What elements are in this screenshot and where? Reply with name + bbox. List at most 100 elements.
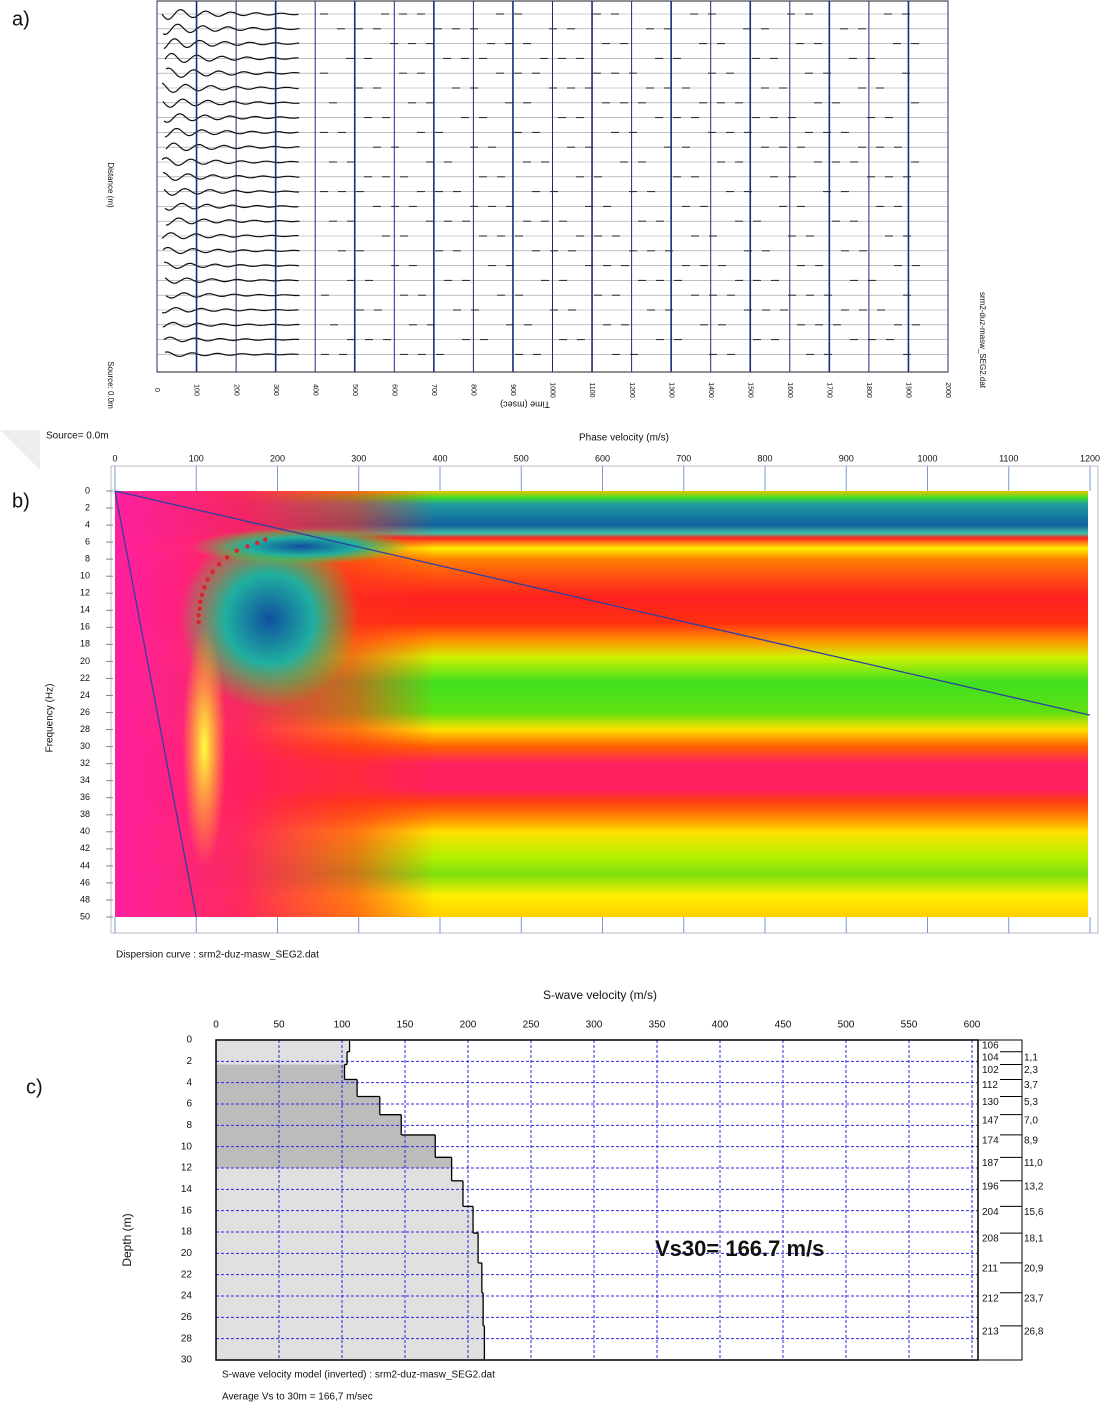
y-tick-label: 46 [80, 877, 90, 887]
energy-ridge [182, 626, 227, 867]
x-tick-label: 800 [757, 453, 772, 463]
boundary-label: 26,8 [1024, 1327, 1044, 1338]
dispersion-point [263, 537, 268, 542]
dispersion-point [216, 562, 222, 567]
trace [163, 187, 299, 196]
y-tick-label: 2 [85, 502, 90, 512]
y-tick-label: 6 [85, 536, 90, 546]
x-tick-label: 1000 [549, 382, 556, 398]
y-tick-label: 24 [181, 1291, 193, 1302]
highlight-layer [216, 1134, 436, 1158]
highlight-layer [216, 1079, 358, 1097]
y-tick-label: 16 [80, 622, 90, 632]
x-tick-label: 50 [273, 1020, 285, 1031]
average-label: Average Vs to 30m = 166,7 m/sec [222, 1392, 373, 1403]
y-tick-label: 10 [181, 1141, 193, 1152]
y-tick-label: 0 [186, 1035, 192, 1046]
trace [164, 127, 299, 138]
x-tick-label: 700 [676, 453, 691, 463]
y-tick-label: 28 [181, 1333, 193, 1344]
y-tick-label: 40 [80, 826, 90, 836]
boundary-label: 20,9 [1024, 1264, 1044, 1275]
highlight-layer [216, 1157, 452, 1168]
source-label: Source: 0.0m [106, 361, 115, 409]
y-tick-label: 10 [80, 571, 90, 581]
boundary-label: 2,3 [1024, 1065, 1038, 1076]
dispersion-point [196, 620, 201, 625]
layer-velocity-label: 211 [982, 1264, 998, 1275]
dispersion-point [196, 613, 201, 618]
boundary-label: 1,1 [1024, 1052, 1038, 1063]
layer-velocity-label: 147 [982, 1115, 999, 1126]
x-tick-label: 200 [270, 453, 285, 463]
axis-frame [110, 465, 1099, 934]
dispersion-point [198, 599, 203, 604]
dispersion-panel: 0 100 200 300 400 500 600 700 800 900 1000 1100 1200… [0, 430, 1100, 961]
layer-velocity-label: 130 [982, 1097, 999, 1108]
trace [161, 157, 299, 167]
trace [165, 292, 300, 299]
y-tick-label: 20 [80, 656, 90, 666]
layer-velocity-label: 104 [982, 1052, 999, 1063]
x-tick-label: 1100 [588, 382, 595, 397]
x-tick-label: 1600 [786, 382, 793, 398]
trace [162, 246, 300, 255]
x-tick-label: 550 [901, 1020, 918, 1031]
x-tick-label: 100 [189, 453, 204, 463]
y-tick-label: 18 [181, 1227, 193, 1238]
y-tick-label: 12 [181, 1163, 193, 1174]
y-axis-title: Frequency (Hz) [45, 684, 56, 753]
y-tick-label: 42 [80, 843, 90, 853]
trace [163, 113, 300, 123]
dispersion-point [245, 544, 250, 549]
x-tick-label: 300 [272, 384, 279, 396]
seismogram-panel: 0 100 200 300 400 500 600 700 800 900 1000 1100 1200… [106, 0, 987, 410]
x-tick-label: 350 [649, 1020, 666, 1031]
boundary-label: 18,1 [1024, 1234, 1044, 1245]
x-tick-label: 0 [213, 1020, 219, 1031]
x-tick-label: 1400 [707, 382, 714, 398]
x-tick-label: 1100 [999, 453, 1018, 463]
dispersion-point [202, 585, 207, 590]
y-tick-label: 30 [181, 1355, 193, 1366]
profile-panel: 1061041021121301471741871962042082112122… [120, 988, 1044, 1402]
trace [165, 217, 300, 226]
y-tick-label: 20 [181, 1248, 193, 1259]
x-tick-label: 600 [964, 1020, 981, 1031]
x-tick-label: 400 [432, 453, 447, 463]
x-tick-label: 1000 [917, 453, 937, 463]
boundary-label: 8,9 [1024, 1136, 1038, 1147]
y-tick-label: 24 [80, 690, 90, 700]
trace [162, 321, 300, 328]
x-tick-label: 100 [334, 1020, 351, 1031]
y-tick-label: 0 [85, 485, 90, 495]
y-tick-label: 14 [80, 605, 90, 615]
x-tick-label: 200 [460, 1020, 477, 1031]
dispersion-point [224, 555, 230, 560]
x-tick-label: 900 [839, 453, 854, 463]
y-tick-label: 26 [80, 707, 90, 717]
trace [161, 82, 299, 93]
x-tick-label: 300 [586, 1020, 603, 1031]
x-tick-label: 1800 [865, 382, 872, 398]
trace [162, 98, 300, 108]
x-tick-label: 300 [351, 453, 366, 463]
x-tick-label: 500 [514, 453, 529, 463]
trace [164, 52, 299, 64]
layer-velocity-label: 208 [982, 1234, 999, 1245]
x-tick-label: 500 [351, 384, 358, 396]
trace [164, 202, 299, 211]
boundary-label: 23,7 [1024, 1293, 1044, 1304]
dispersion-point [254, 540, 260, 546]
trace [162, 171, 300, 181]
x-tick-label: 150 [397, 1020, 414, 1031]
y-axis-title: Distance (m) [106, 162, 115, 208]
x-tick-label: 0 [112, 453, 117, 463]
x-tick-label: 600 [595, 453, 610, 463]
page-fold [0, 430, 40, 470]
x-tick-label: 250 [523, 1020, 540, 1031]
layer-velocity-label: 106 [982, 1041, 999, 1052]
y-tick-label: 8 [186, 1120, 192, 1131]
dispersion-point [205, 577, 210, 582]
